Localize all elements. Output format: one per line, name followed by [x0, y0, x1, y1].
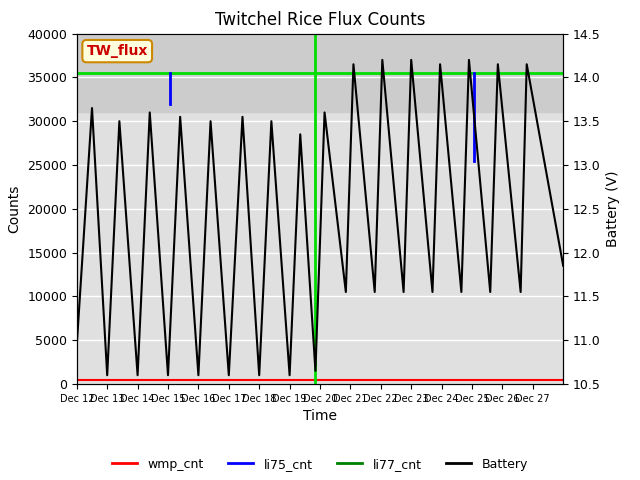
X-axis label: Time: Time [303, 409, 337, 423]
Legend: wmp_cnt, li75_cnt, li77_cnt, Battery: wmp_cnt, li75_cnt, li77_cnt, Battery [107, 453, 533, 476]
Text: TW_flux: TW_flux [86, 44, 148, 58]
Y-axis label: Battery (V): Battery (V) [606, 170, 620, 247]
Title: Twitchel Rice Flux Counts: Twitchel Rice Flux Counts [215, 11, 425, 29]
Bar [77, 34, 563, 112]
Y-axis label: Counts: Counts [8, 185, 22, 233]
